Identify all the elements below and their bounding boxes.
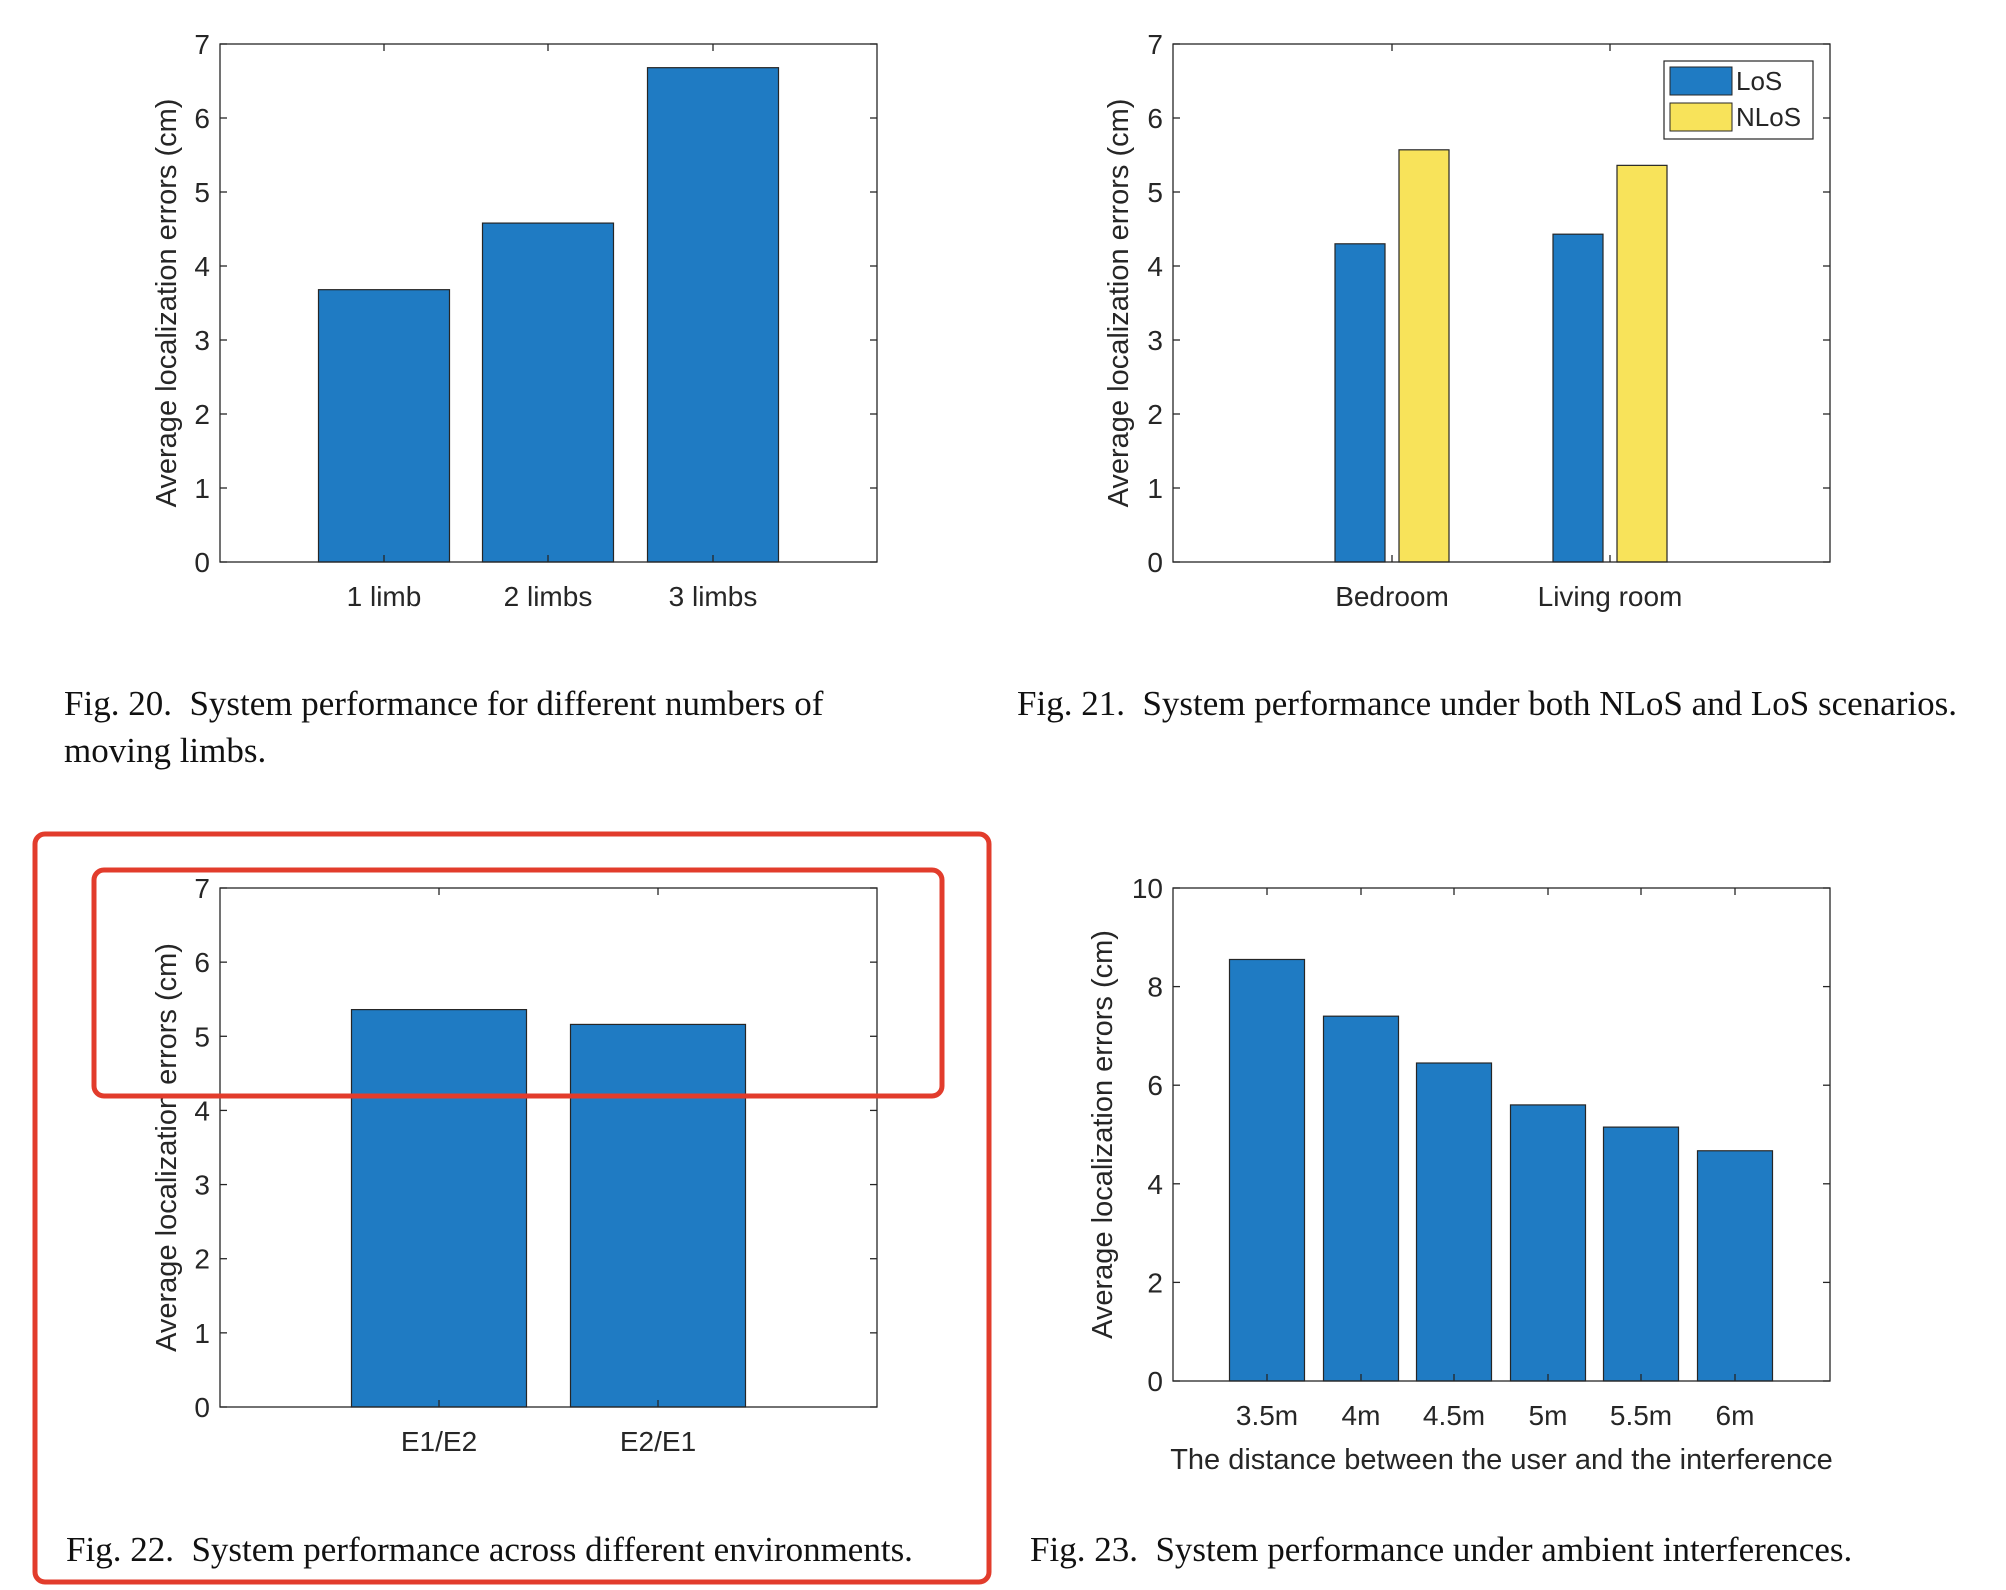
- x-tick-label: 2 limbs: [504, 581, 593, 612]
- y-axis-label: Average localization errors (cm): [151, 99, 183, 508]
- y-tick-label: 4: [1147, 1169, 1163, 1200]
- y-tick-label: 0: [1147, 547, 1163, 578]
- bar-5.5m: [1602, 1126, 1680, 1382]
- legend-swatch-los: [1669, 66, 1733, 96]
- bar-e1-e2: [350, 1008, 528, 1408]
- y-tick-label: 4: [194, 1095, 210, 1126]
- y-tick-label: 1: [194, 1318, 210, 1349]
- caption-fig20-text: System performance for different numbers…: [64, 684, 833, 770]
- bar-6m: [1696, 1150, 1774, 1382]
- bar-3-limbs: [646, 67, 780, 563]
- axes-frame: [219, 887, 878, 1408]
- x-axis-label: The distance between the user and the in…: [1170, 1444, 1833, 1476]
- bar-nlos-living-room: [1616, 164, 1668, 563]
- bar-2-limbs: [481, 222, 615, 563]
- x-tick-label: 3 limbs: [669, 581, 758, 612]
- caption-fig22-text: System performance across different envi…: [191, 1530, 913, 1569]
- bar-3.5m: [1228, 958, 1306, 1382]
- y-tick-label: 2: [1147, 1267, 1163, 1298]
- chart-fig21: 0 1 2 3 4 5 6 7 Bedroom Living room Average locali…: [1103, 29, 1831, 612]
- axes-frame: [1172, 43, 1831, 563]
- bar-1-limb: [317, 289, 451, 563]
- legend-label-nlos: NLoS: [1736, 102, 1801, 132]
- legend-label-los: LoS: [1736, 66, 1782, 96]
- y-tick-label: 6: [1147, 103, 1163, 134]
- y-tick-label: 7: [1147, 29, 1163, 60]
- y-axis-label: Average localization errors (cm): [151, 943, 183, 1352]
- x-tick-label: E2/E1: [620, 1426, 696, 1457]
- y-tick-label: 5: [1147, 177, 1163, 208]
- y-tick-label: 0: [194, 547, 210, 578]
- caption-fig23: Fig. 23. System performance under ambien…: [1030, 1526, 1990, 1573]
- x-tick-label: 6m: [1716, 1400, 1755, 1431]
- bar-e2-e1: [569, 1023, 747, 1408]
- y-tick-label: 2: [194, 1244, 210, 1275]
- legend-swatch-nlos: [1669, 102, 1733, 132]
- caption-fig23-text: System performance under ambient interfe…: [1155, 1530, 1853, 1569]
- y-tick-label: 6: [1147, 1070, 1163, 1101]
- bar-4m: [1322, 1015, 1400, 1382]
- y-tick-label: 0: [1147, 1366, 1163, 1397]
- y-tick-label: 2: [1147, 399, 1163, 430]
- x-tick-label: Living room: [1538, 581, 1683, 612]
- x-tick-label: 4m: [1342, 1400, 1381, 1431]
- y-tick-label: 8: [1147, 972, 1163, 1003]
- caption-fig20: Fig. 20. System performance for differen…: [64, 680, 934, 774]
- y-tick-label: 1: [1147, 473, 1163, 504]
- y-axis-label: Average localization errors (cm): [1103, 99, 1135, 508]
- y-tick-label: 7: [194, 873, 210, 904]
- y-tick-label: 6: [194, 947, 210, 978]
- axes-frame: [1172, 887, 1831, 1382]
- y-tick-label: 0: [194, 1392, 210, 1423]
- bar-5m: [1509, 1104, 1587, 1382]
- y-tick-label: 1: [194, 473, 210, 504]
- bar-nlos-bedroom: [1398, 149, 1450, 563]
- chart-fig22: 0 1 2 3 4 5 6 7 E1/E2 E2/E1 Average localization e…: [151, 873, 878, 1457]
- y-tick-label: 2: [194, 399, 210, 430]
- caption-fig21-text: System performance under both NLoS and L…: [1142, 684, 1957, 723]
- x-tick-label: 1 limb: [347, 581, 422, 612]
- x-tick-label: 3.5m: [1236, 1400, 1298, 1431]
- bar-los-living-room: [1552, 233, 1604, 563]
- y-tick-label: 4: [1147, 251, 1163, 282]
- caption-fig21: Fig. 21. System performance under both N…: [1017, 680, 1972, 727]
- y-tick-label: 7: [194, 29, 210, 60]
- caption-fig20-number: Fig. 20.: [64, 684, 172, 723]
- y-tick-label: 6: [194, 103, 210, 134]
- x-tick-label: 4.5m: [1423, 1400, 1485, 1431]
- x-tick-label: 5m: [1529, 1400, 1568, 1431]
- y-tick-label: 5: [194, 177, 210, 208]
- caption-fig22: Fig. 22. System performance across diffe…: [66, 1526, 1006, 1573]
- y-tick-label: 10: [1132, 873, 1163, 904]
- y-tick-label: 5: [194, 1021, 210, 1052]
- legend: LoS NLoS: [1663, 60, 1814, 140]
- y-tick-label: 3: [194, 325, 210, 356]
- caption-fig22-number: Fig. 22.: [66, 1530, 174, 1569]
- x-tick-label: Bedroom: [1335, 581, 1449, 612]
- highlight-box-outer: [32, 831, 992, 1585]
- y-tick-label: 4: [194, 251, 210, 282]
- chart-fig23: 0 2 4 6 8 10 3.5m 4m 4.5m 5m 5.5m 6m Average localiz…: [1087, 873, 1833, 1476]
- highlight-box-inner: [91, 867, 945, 1099]
- x-tick-label: E1/E2: [401, 1426, 477, 1457]
- bar-los-bedroom: [1334, 243, 1386, 563]
- y-tick-label: 3: [194, 1170, 210, 1201]
- caption-fig23-number: Fig. 23.: [1030, 1530, 1138, 1569]
- y-tick-label: 3: [1147, 325, 1163, 356]
- y-axis-label: Average localization errors (cm): [1087, 930, 1119, 1339]
- caption-fig21-number: Fig. 21.: [1017, 684, 1125, 723]
- x-tick-label: 5.5m: [1610, 1400, 1672, 1431]
- bar-4.5m: [1415, 1062, 1493, 1382]
- chart-fig20: 0 1 2 3 4 5 6 7 1 limb 2 limbs 3 limbs Average loca…: [151, 29, 878, 612]
